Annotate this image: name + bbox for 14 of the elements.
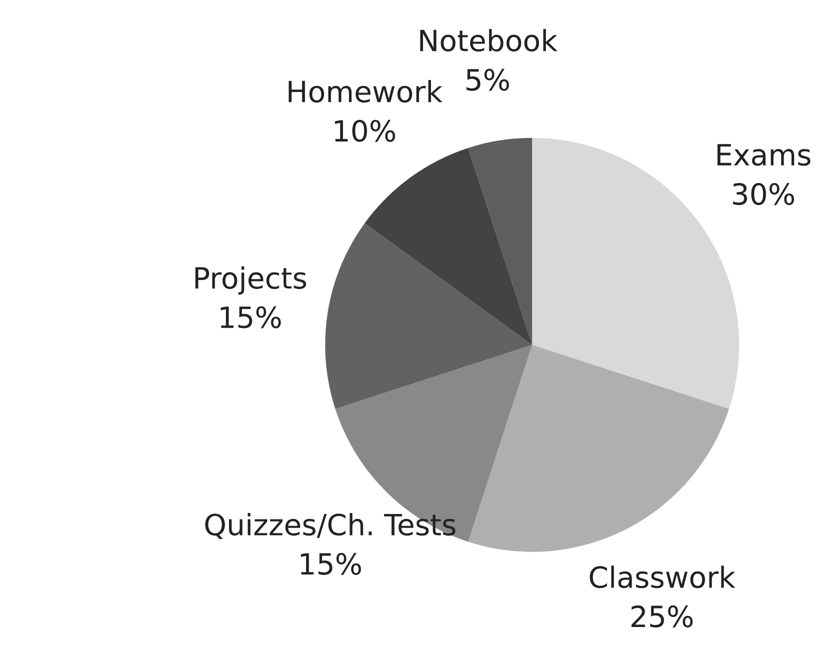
- data-label: 15%: [220, 306, 281, 328]
- pie-slice: [468, 344, 729, 552]
- data-label: 5%: [466, 68, 509, 91]
- data-label: 30%: [733, 183, 794, 206]
- slice-label: Quizzes/Ch. Tests: [205, 513, 456, 539]
- slice-label: Projects: [195, 266, 306, 295]
- slice-label: Homework: [288, 80, 443, 103]
- data-label: 15%: [300, 552, 361, 575]
- slice-label: Classwork: [590, 566, 736, 588]
- pie-slice: [364, 148, 532, 345]
- data-label: 10%: [335, 120, 396, 142]
- slice-label: Notebook: [420, 28, 558, 52]
- slice-label: Exams: [717, 144, 810, 166]
- data-label: 25%: [632, 605, 693, 628]
